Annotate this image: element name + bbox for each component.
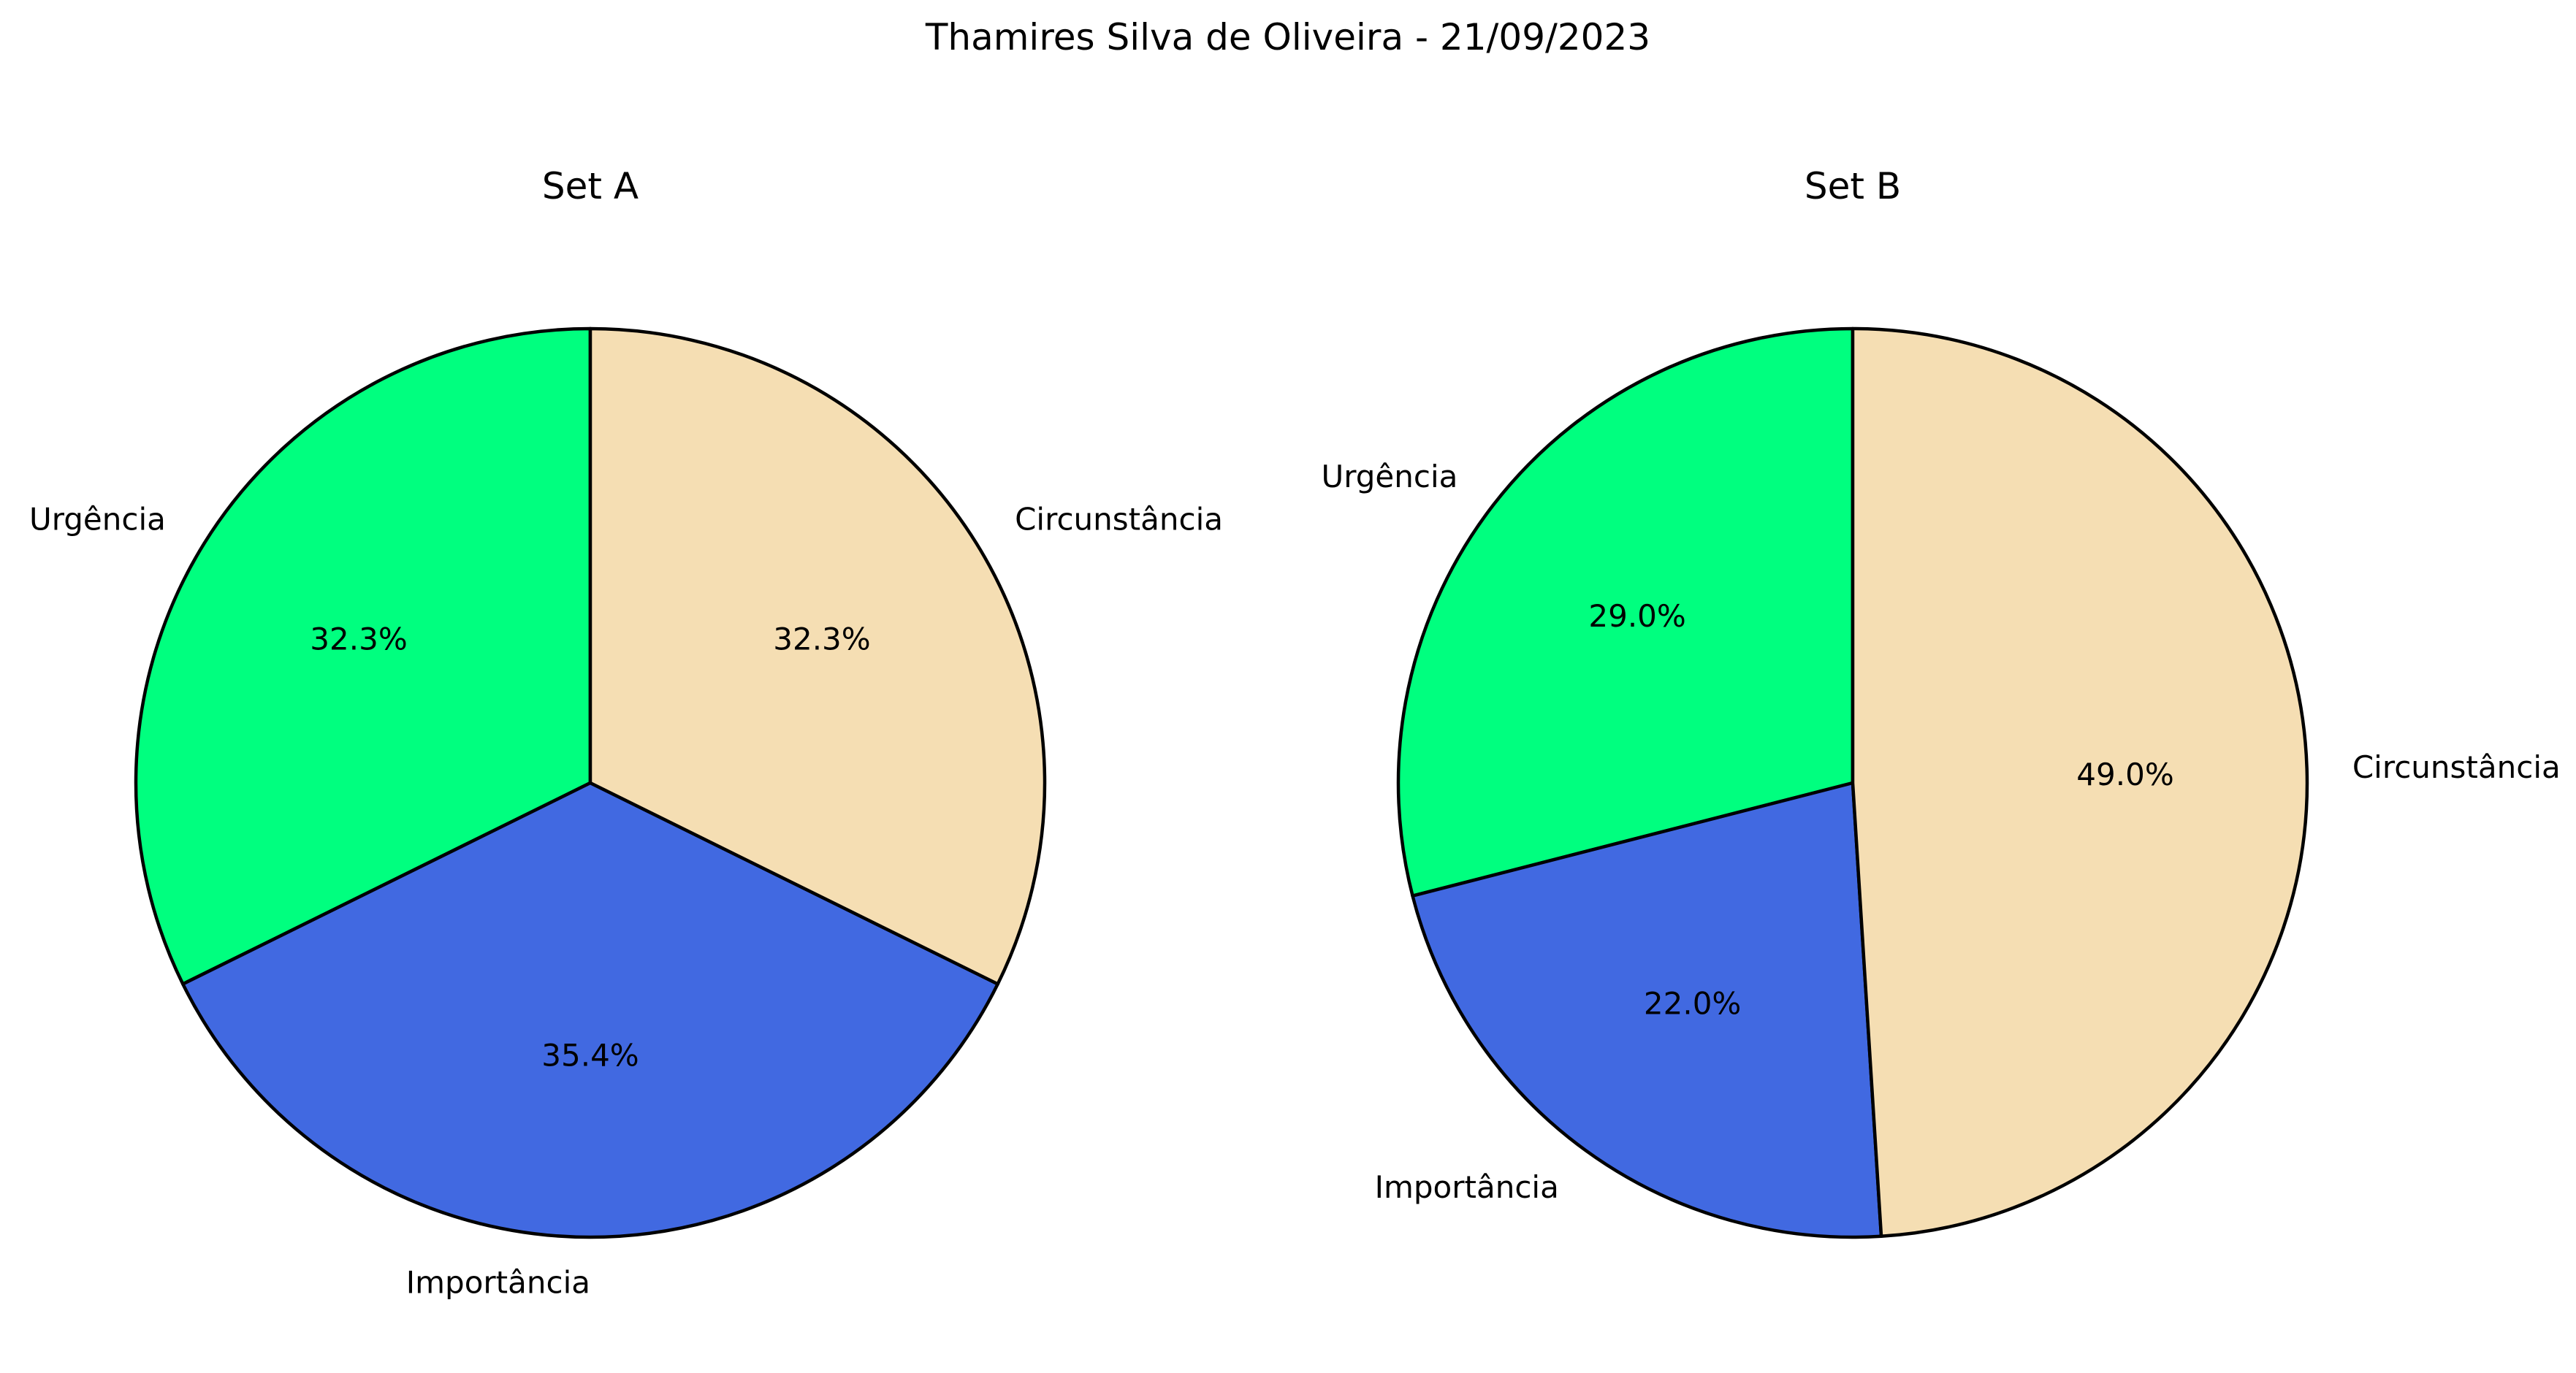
slice-label-set-b-importancia: Importância bbox=[1375, 1169, 1559, 1205]
slice-label-set-b-urgencia: Urgência bbox=[1321, 459, 1457, 494]
pct-label-set-b-importancia: 22.0% bbox=[1644, 985, 1741, 1021]
pct-label-set-a-importancia: 35.4% bbox=[541, 1038, 639, 1074]
pie-slice-set-b-urgencia bbox=[1396, 326, 1855, 898]
figure-suptitle: Thamires Silva de Oliveira - 21/09/2023 bbox=[925, 16, 1650, 58]
pct-label-set-a-urgencia: 32.3% bbox=[310, 622, 407, 657]
slice-label-set-a-urgencia: Urgência bbox=[29, 501, 166, 537]
pie-chart-set-b: Set B Urgência 29.0% Importância 22.0% Circu… bbox=[1321, 165, 2561, 1239]
pct-label-set-b-urgencia: 29.0% bbox=[1588, 598, 1685, 634]
slice-label-set-b-circunstancia: Circunstância bbox=[2352, 749, 2561, 785]
pie-wedges-set-a bbox=[134, 326, 1047, 1239]
pct-label-set-b-circunstancia: 49.0% bbox=[2076, 757, 2173, 792]
pie-labels-set-b: Urgência 29.0% Importância 22.0% Circunstânc… bbox=[1321, 459, 2560, 1205]
pie-chart-set-a: Set A Urgência 32.3% Importância 35.4% Circu… bbox=[29, 165, 1223, 1301]
pie-title-set-a: Set A bbox=[542, 165, 639, 207]
pie-slice-set-a-urgencia bbox=[134, 326, 592, 986]
pie-slice-set-a-importancia bbox=[181, 781, 999, 1239]
pie-slice-set-b-circunstancia bbox=[1851, 326, 2309, 1239]
slice-label-set-a-importancia: Importância bbox=[406, 1265, 590, 1301]
pie-labels-set-a: Urgência 32.3% Importância 35.4% Circunstânc… bbox=[29, 501, 1223, 1300]
pct-label-set-a-circunstancia: 32.3% bbox=[773, 622, 870, 657]
pie-title-set-b: Set B bbox=[1805, 165, 1901, 207]
pie-slice-set-a-circunstancia bbox=[588, 326, 1047, 986]
slice-label-set-a-circunstancia: Circunstância bbox=[1015, 501, 1223, 537]
pie-wedges-set-b bbox=[1396, 326, 2309, 1239]
pie-slice-set-b-importancia bbox=[1411, 781, 1883, 1239]
